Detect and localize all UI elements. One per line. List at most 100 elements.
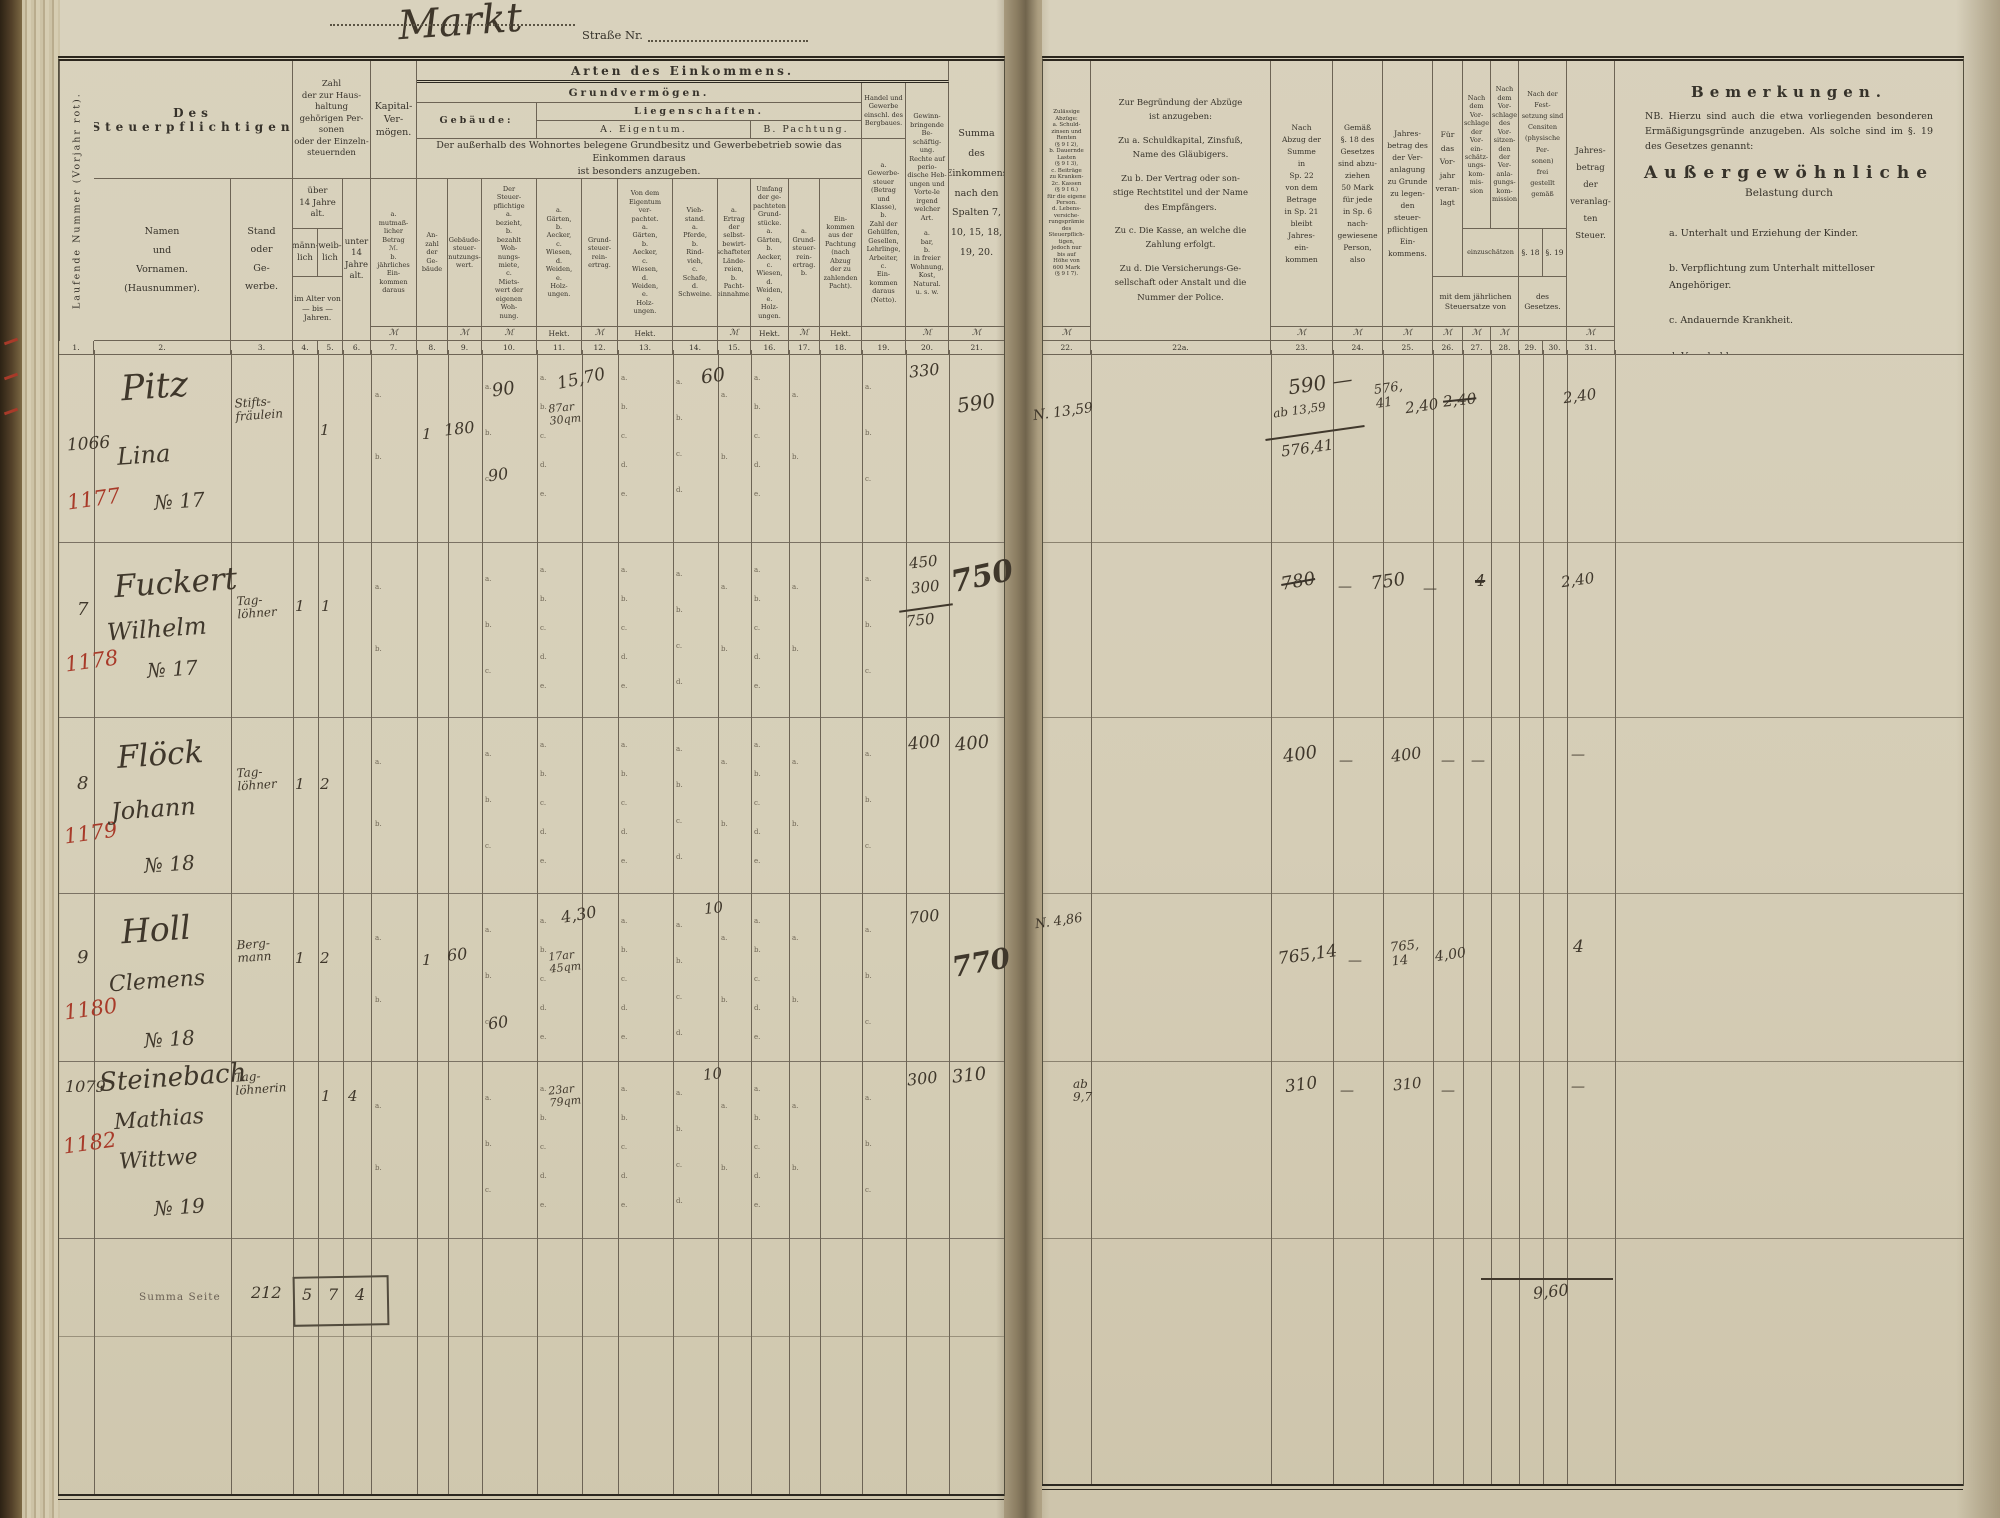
- header-liegenschaften: Liegenschaften.: [537, 103, 862, 121]
- gewinn-text-1: Gewinn- bringende Be- schäftig- ung. Rec…: [907, 112, 947, 222]
- col24-header: Gemäß §. 18 des Gesetzes sind abzu- zieh…: [1333, 61, 1383, 327]
- subletters: a. b.: [721, 934, 728, 1004]
- subletters: a. b. c. d. e.: [621, 566, 628, 690]
- value-c11: 17ar 45qm: [547, 948, 582, 976]
- binding-strip: [0, 0, 22, 1518]
- count-male: 1: [295, 597, 305, 615]
- subletters: a. b.: [375, 1102, 382, 1172]
- value-c31: 2,40: [1559, 568, 1596, 592]
- value-c25: 765, 14: [1389, 937, 1420, 970]
- col17-grundsteuerreinertrag-pacht: a. Grund- steuer- rein- ertrag. b.: [789, 179, 820, 327]
- subletters: a. b. c. d. e.: [540, 917, 547, 1041]
- col22-zulaessige-abzuege: Zulässige Abzüge: a. Schuld- zinsen und …: [1043, 61, 1091, 327]
- subletters: a. b. c. d. e.: [754, 1085, 761, 1209]
- bemerkungen-item: a. Unterhalt und Erziehung der Kinder.: [1669, 227, 1859, 239]
- value-c9: 180: [443, 417, 476, 440]
- count-female: 1: [321, 1087, 331, 1105]
- subletters: a. b.: [792, 391, 799, 461]
- row-number: 7: [77, 599, 89, 620]
- col28-header: Nach dem Vor- schlage des Vor- sitzen- d…: [1491, 61, 1519, 229]
- col7-kapital-ab: a. mutmaß- licher Betrag ℳ. b. jährliche…: [371, 179, 417, 327]
- subletters: a. b. c. d. e.: [621, 741, 628, 865]
- count-female: 2: [320, 775, 330, 793]
- name-line3: Wittwe: [118, 1144, 199, 1175]
- unit-mark: ℳ: [906, 327, 949, 341]
- dash: —: [1348, 953, 1362, 969]
- header-par19: §. 19: [1543, 229, 1567, 277]
- col9-gebaeudesteuer: Gebäude- steuer- nutzungs- wert.: [448, 179, 482, 327]
- value-c23: 400: [1281, 741, 1319, 768]
- subletters: a. b. c. d.: [676, 378, 683, 494]
- reason-p5: Zu d. Die Versicherungs-Ge- sellschaft o…: [1114, 263, 1247, 303]
- summa-steuer: 9,60: [1532, 1280, 1570, 1303]
- subletters: a. b. c. d.: [676, 1089, 683, 1205]
- value-c10c: 90: [486, 463, 510, 486]
- row-number-red: 1177: [65, 483, 122, 515]
- header-auswaerts-note: Der außerhalb des Wohnortes belegene Gru…: [417, 139, 862, 179]
- count-children: 4: [348, 1087, 358, 1105]
- surname: Fuckert: [112, 560, 239, 606]
- subletters: a. b. c.: [485, 750, 492, 850]
- subletters: a. b.: [721, 1102, 728, 1172]
- col13-verpachtet: Von dem Eigentum ver- pachtet. a. Gärten…: [618, 179, 673, 327]
- header-kapitalvermoegen: Kapital- Ver- mögen.: [371, 61, 417, 179]
- house-number: № 17: [153, 487, 206, 515]
- col18-einkommen-pachtung: Ein- kommen aus der Pachtung (nach Abzug…: [820, 179, 862, 327]
- row-number-red: 1178: [63, 645, 120, 677]
- unit-blank: [417, 327, 448, 341]
- occupation: Tag- löhner: [236, 764, 278, 794]
- unit-hekt: Hekt.: [537, 327, 582, 341]
- dash: —: [1441, 753, 1455, 769]
- value-c21: 770: [949, 941, 1013, 984]
- street-label: Straße Nr.: [582, 28, 643, 42]
- value-c10a: 90: [490, 377, 517, 402]
- dash: —: [1423, 581, 1437, 597]
- unit-mark: ℳ: [371, 327, 417, 341]
- col-laufende-nummer-label: Laufende Nummer (Vorjahr rot).: [59, 61, 94, 341]
- value-c20: 400: [907, 731, 942, 755]
- occupation: Tag- löhner: [236, 592, 278, 622]
- house-number: № 18: [143, 1025, 196, 1053]
- dash: —: [1471, 753, 1485, 769]
- value-c20-sum: 750: [905, 609, 936, 631]
- col23-header: Nach Abzug der Summe in Sp. 22 von dem B…: [1271, 61, 1333, 327]
- subletters: a. b.: [721, 391, 728, 461]
- value-c20: 300: [906, 1067, 939, 1090]
- value-c11: 23ar 79qm: [547, 1082, 582, 1110]
- subletters: a. b. c.: [865, 575, 872, 675]
- value-c25: 310: [1392, 1073, 1423, 1095]
- unit-mark: ℳ: [582, 327, 618, 341]
- value-c8: 1: [422, 425, 432, 443]
- subletters: a. b. c.: [865, 750, 872, 850]
- unit-hekt: Hekt.: [820, 327, 862, 341]
- house-number: № 17: [146, 655, 199, 683]
- subletters: a. b.: [721, 583, 728, 653]
- red-ink-mark: [3, 372, 19, 381]
- value-c20a: 450: [908, 551, 939, 573]
- value-c26-struck: 4: [1475, 571, 1486, 590]
- bemerkungen-nb: NB. Hierzu sind auch die etwa vorliegend…: [1645, 111, 1933, 153]
- col19-gewerbesteuer: a. Gewerbe- steuer (Betrag und Klasse), …: [862, 139, 906, 327]
- unit-mark: ℳ: [1333, 327, 1383, 341]
- unit-blank: [1519, 327, 1567, 341]
- col3-stand: Stand oder Ge- werbe.: [231, 179, 293, 341]
- summa-total: 212: [251, 1283, 282, 1302]
- red-ink-mark: [3, 407, 19, 416]
- subletters: a. b. c.: [865, 926, 872, 1026]
- col8-anzahl-gebaeude: An- zahl der Ge- bäude: [417, 179, 448, 327]
- dash: —: [1338, 579, 1352, 595]
- dash: —: [1339, 753, 1353, 769]
- value-c23: 765,14: [1276, 940, 1339, 970]
- value-c23: 310: [1283, 1072, 1319, 1098]
- firstname: Lina: [116, 439, 172, 471]
- reason-p4: Zu c. Die Kasse, an welche die Zahlung e…: [1114, 225, 1247, 251]
- value-c10c: 60: [486, 1011, 510, 1034]
- subletters: a. b. c. d. e.: [621, 917, 628, 1041]
- surname: Holl: [119, 907, 192, 952]
- unit-mark: ℳ: [718, 327, 751, 341]
- right-table-header: Zulässige Abzüge: a. Schuld- zinsen und …: [1042, 56, 1964, 355]
- col14-viehstand: Vieh- stand. a. Pferde, b. Rind- vieh, c…: [673, 179, 718, 327]
- house-number: № 19: [153, 1193, 206, 1221]
- subletters: a. b. c.: [485, 383, 492, 483]
